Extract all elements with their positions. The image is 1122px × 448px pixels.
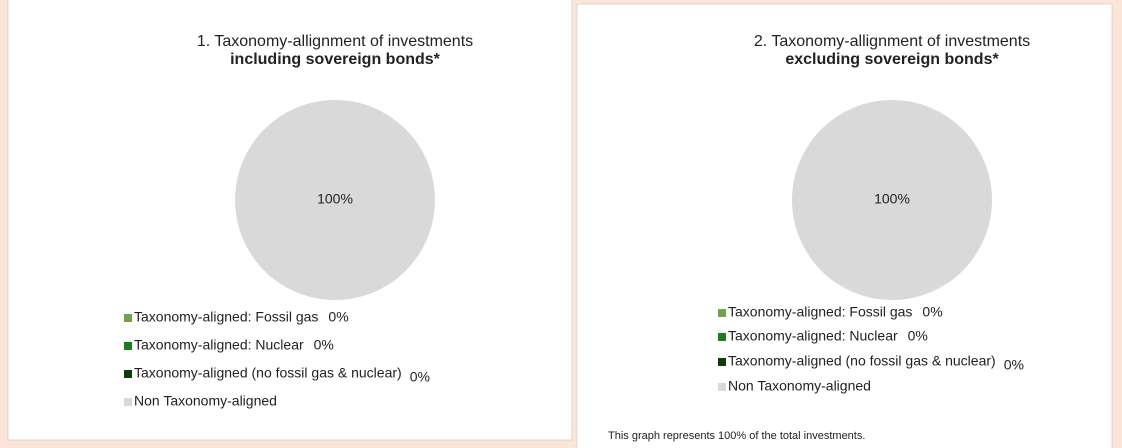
legend-label: Taxonomy-aligned: Nuclear xyxy=(134,337,304,353)
legend-value: 0% xyxy=(328,309,348,325)
pie-slice xyxy=(792,100,992,300)
note: This graph represents 100% of the total … xyxy=(608,430,865,442)
legend-swatch xyxy=(718,333,726,341)
legend-swatch xyxy=(124,314,132,322)
chart-title: 1. Taxonomy-allignment of investments xyxy=(197,33,473,50)
legend-value: 0% xyxy=(908,328,928,344)
legend-value: 0% xyxy=(410,369,430,385)
legend-label: Taxonomy-aligned: Nuclear xyxy=(728,328,898,344)
data-label: 100% xyxy=(317,191,353,207)
legend-swatch xyxy=(124,370,132,378)
legend-value: 0% xyxy=(314,337,334,353)
legend-label: Non Taxonomy-aligned xyxy=(728,378,871,394)
legend-label: Taxonomy-aligned (no fossil gas & nuclea… xyxy=(134,365,402,381)
legend-value: 0% xyxy=(1004,357,1024,373)
chart-title: 2. Taxonomy-allignment of investments xyxy=(754,33,1030,50)
data-label: 100% xyxy=(874,191,910,207)
legend-swatch xyxy=(124,342,132,350)
legend-swatch xyxy=(718,358,726,366)
chart-subtitle: including sovereign bonds* xyxy=(230,51,441,68)
legend-swatch xyxy=(718,383,726,391)
legend-label: Taxonomy-aligned: Fossil gas xyxy=(728,304,912,320)
chart-subtitle: excluding sovereign bonds* xyxy=(785,51,999,68)
legend-swatch xyxy=(124,398,132,406)
legend-label: Taxonomy-aligned: Fossil gas xyxy=(134,309,318,325)
legend-value: 0% xyxy=(922,304,942,320)
legend-label: Taxonomy-aligned (no fossil gas & nuclea… xyxy=(728,353,996,369)
legend-swatch xyxy=(718,309,726,317)
pie-slice xyxy=(235,100,435,300)
legend-label: Non Taxonomy-aligned xyxy=(134,393,277,409)
